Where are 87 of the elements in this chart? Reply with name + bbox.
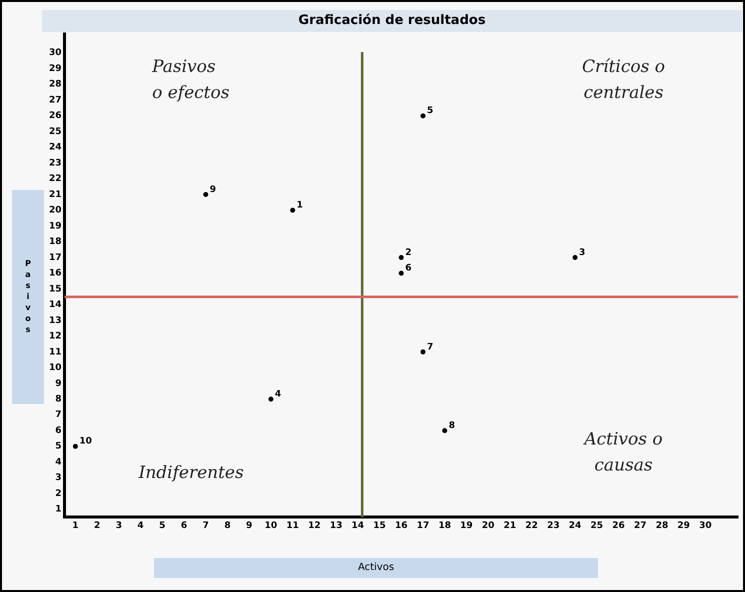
x-tick-label: 24 xyxy=(568,520,582,531)
y-tick-label: 5 xyxy=(55,442,62,452)
y-tick-label: 9 xyxy=(55,378,62,389)
x-tick-label: 8 xyxy=(224,520,231,531)
annotation: Pasivos o efectos xyxy=(151,57,230,104)
x-tick-label: 3 xyxy=(116,520,122,531)
x-tick-label: 2 xyxy=(94,520,100,531)
y-tick-label: 14 xyxy=(48,300,62,310)
x-tick-label: 12 xyxy=(308,520,321,531)
y-tick-label: 30 xyxy=(48,48,62,58)
chart-title: Graficación de resultados xyxy=(42,10,742,32)
x-tick-label: 16 xyxy=(394,520,408,531)
y-tick-label: 2 xyxy=(55,488,62,499)
y-tick-label: 18 xyxy=(48,237,62,248)
y-tick-label: 22 xyxy=(48,174,62,184)
x-tick-label: 23 xyxy=(547,520,560,531)
annotation: 8 xyxy=(448,420,455,431)
point xyxy=(420,113,426,118)
y-axis-title: Pasivos xyxy=(24,258,32,336)
y-tick-label: 29 xyxy=(48,64,62,74)
annotation: 9 xyxy=(210,184,216,195)
annotation: 5 xyxy=(426,106,434,116)
x-tick-label: 7 xyxy=(202,520,209,531)
annotation: 1 xyxy=(296,200,303,211)
y-tick-label: 24 xyxy=(48,142,62,153)
x-tick-label: 4 xyxy=(137,520,144,531)
annotation: 2 xyxy=(405,248,412,258)
x-axis-title: Activos xyxy=(154,558,598,578)
point xyxy=(398,270,404,276)
x-tick-label: 28 xyxy=(656,520,668,531)
point xyxy=(203,192,208,198)
y-tick-label: 16 xyxy=(48,268,62,279)
annotation: 6 xyxy=(405,264,412,274)
y-tick-label: 12 xyxy=(48,332,62,342)
x-tick-label: 17 xyxy=(416,520,430,531)
y-tick-label: 17 xyxy=(48,252,62,263)
point xyxy=(268,396,274,402)
y-tick-label: 3 xyxy=(55,473,62,484)
y-tick-label: 25 xyxy=(48,126,62,137)
annotation: 10 xyxy=(79,436,92,447)
point xyxy=(442,428,448,434)
y-tick-label: 4 xyxy=(55,457,62,468)
y-tick-label: 20 xyxy=(48,206,62,216)
y-tick-label: 23 xyxy=(48,158,62,168)
y-tick-label: 10 xyxy=(48,363,62,374)
annotation: 7 xyxy=(426,342,434,352)
x-tick-label: 21 xyxy=(504,520,516,531)
x-tick-label: 18 xyxy=(438,520,451,531)
annotation: Indiferentes xyxy=(138,463,244,484)
x-tick-label: 13 xyxy=(330,520,342,531)
x-tick-label: 1 xyxy=(72,520,79,531)
y-tick-label: 15 xyxy=(48,284,62,294)
y-tick-label: 13 xyxy=(48,316,62,326)
point xyxy=(72,444,78,449)
y-tick-label: 28 xyxy=(48,80,62,90)
x-tick-label: 29 xyxy=(677,520,690,531)
annotation: Activos o causas xyxy=(582,429,663,476)
x-tick-label: 20 xyxy=(482,520,494,531)
y-tick-label: 27 xyxy=(48,95,62,106)
x-tick-label: 14 xyxy=(352,520,364,531)
x-tick-label: 19 xyxy=(460,520,473,531)
x-tick-label: 15 xyxy=(373,520,386,531)
y-tick-label: 11 xyxy=(48,347,62,358)
y-tick-label: 21 xyxy=(48,190,62,200)
x-tick-label: 9 xyxy=(246,520,252,531)
x-tick-label: 5 xyxy=(159,520,166,531)
x-tick-label: 30 xyxy=(699,520,712,531)
point xyxy=(572,255,578,260)
x-tick-label: 6 xyxy=(180,520,188,531)
point xyxy=(398,255,404,260)
point xyxy=(420,349,426,354)
x-tick-label: 25 xyxy=(590,520,604,531)
x-tick-label: 27 xyxy=(634,520,647,531)
y-tick-label: 6 xyxy=(55,426,62,436)
x-tick-label: 10 xyxy=(264,520,278,531)
y-tick-label: 19 xyxy=(48,221,62,232)
annotation: Críticos o centrales xyxy=(582,57,665,104)
point xyxy=(290,208,296,213)
y-tick-label: 1 xyxy=(55,504,62,515)
y-tick-label: 7 xyxy=(55,410,62,420)
y-tick-label: 8 xyxy=(55,394,62,404)
annotation: 3 xyxy=(579,248,586,258)
x-tick-label: 26 xyxy=(612,520,625,531)
x-tick-label: 11 xyxy=(286,520,299,531)
annotation: 4 xyxy=(274,390,282,400)
y-tick-label: 26 xyxy=(48,111,62,122)
x-tick-label: 22 xyxy=(525,520,538,531)
